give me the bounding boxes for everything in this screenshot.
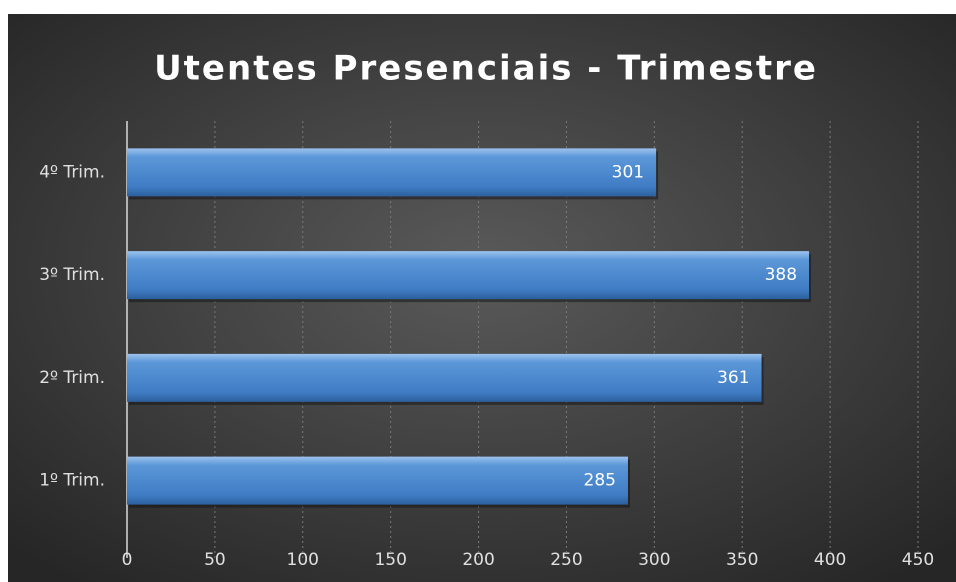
y-tick-label: 3º Trim.	[39, 265, 105, 285]
x-tick-label: 50	[204, 550, 226, 570]
data-label: 301	[612, 162, 644, 182]
y-tick-label: 1º Trim.	[39, 471, 105, 491]
bar	[127, 148, 657, 197]
x-tick-label: 100	[287, 550, 319, 570]
x-tick-label: 150	[374, 550, 406, 570]
x-tick-label: 300	[638, 550, 670, 570]
data-label: 388	[765, 265, 797, 285]
bar	[127, 353, 762, 402]
bar	[127, 251, 810, 300]
x-tick-label: 400	[814, 550, 846, 570]
data-label: 361	[717, 368, 749, 388]
chart-title: Utentes Presenciais - Trimestre	[154, 49, 818, 89]
x-tick-label: 350	[726, 550, 758, 570]
data-label: 285	[584, 471, 616, 491]
y-tick-label: 2º Trim.	[39, 368, 105, 388]
bar	[127, 456, 628, 505]
x-tick-label: 450	[902, 550, 934, 570]
x-tick-label: 200	[462, 550, 494, 570]
x-tick-label: 0	[122, 550, 133, 570]
x-tick-label: 250	[550, 550, 582, 570]
y-tick-label: 4º Trim.	[39, 162, 105, 182]
